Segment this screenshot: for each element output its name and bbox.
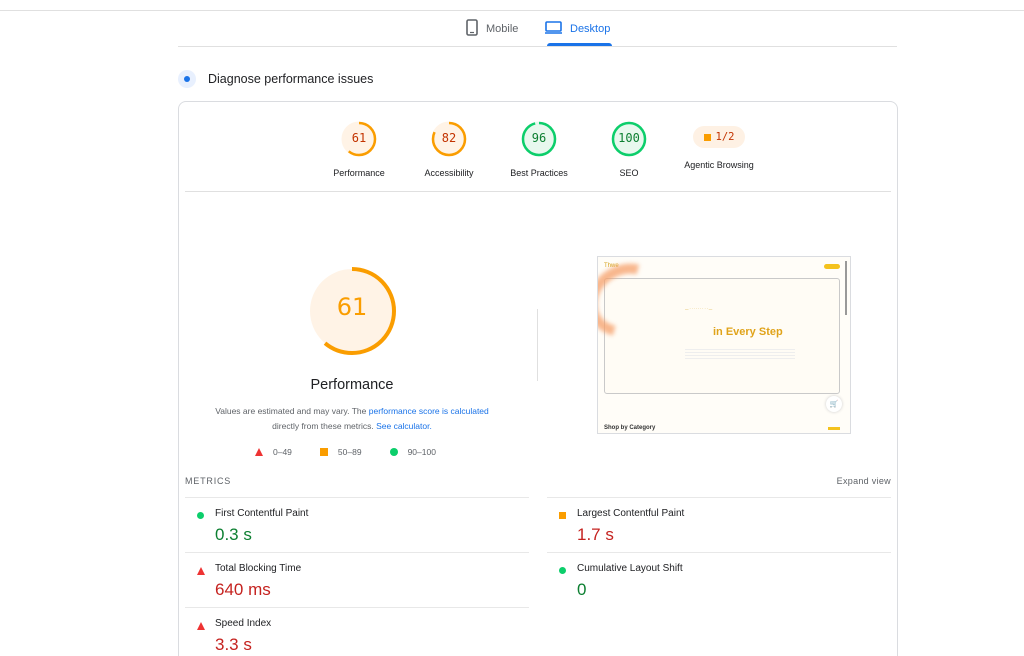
smartphone-icon xyxy=(466,18,478,39)
average-square-icon xyxy=(703,133,711,141)
legend-pass: 90–100 xyxy=(389,447,436,457)
gauge-performance-label: Performance xyxy=(333,168,385,178)
performance-big-score: 61 xyxy=(336,293,368,321)
gauge-best-practices-score: 96 xyxy=(531,131,547,145)
performance-desc-text-2: directly from these metrics. xyxy=(272,421,377,431)
screenshot-brand: Thwe xyxy=(604,263,619,269)
gauge-accessibility-label: Accessibility xyxy=(424,168,474,178)
gauges-divider xyxy=(185,191,891,192)
see-calculator-link[interactable]: See calculator. xyxy=(376,421,432,431)
final-screenshot[interactable]: Thwe — · · · · · · · · · — in Every Step… xyxy=(597,256,851,434)
gauge-seo-ring xyxy=(611,121,647,157)
gauge-seo-label: SEO xyxy=(619,168,639,178)
diagnose-icon xyxy=(178,70,196,88)
legend-average: 50–89 xyxy=(319,447,362,457)
legend-average-range: 50–89 xyxy=(337,447,362,457)
section-header: Diagnose performance issues xyxy=(178,70,373,88)
screenshot-view-all xyxy=(828,427,840,430)
gauge-accessibility-ring xyxy=(431,121,467,157)
tab-mobile[interactable]: Mobile xyxy=(466,11,518,46)
performance-title: Performance xyxy=(310,377,394,393)
category-gauges: 61 Performance 82 Accessibility 96 Best … xyxy=(319,120,779,182)
fail-triangle-icon xyxy=(255,448,263,456)
gauge-best-practices-ring xyxy=(521,121,557,157)
device-tabs: Mobile Desktop xyxy=(178,11,897,47)
fail-triangle-icon xyxy=(197,567,205,575)
metric-value: 0 xyxy=(577,580,587,599)
metric-name: Speed Index xyxy=(215,618,272,629)
metric-cls: Cumulative Layout Shift 0 xyxy=(547,552,891,607)
screenshot-subtext xyxy=(685,349,795,359)
legend-fail-range: 0–49 xyxy=(273,447,292,457)
legend-fail: 0–49 xyxy=(255,447,292,457)
vertical-divider xyxy=(537,309,538,381)
gauge-agentic-browsing[interactable]: 1/2 Agentic Browsing xyxy=(674,120,764,170)
metric-value: 0.3 s xyxy=(215,525,252,544)
performance-desc-text: Values are estimated and may vary. The xyxy=(215,406,369,416)
metric-tbt: Total Blocking Time 640 ms xyxy=(185,552,529,607)
gauge-agentic-label: Agentic Browsing xyxy=(684,160,754,170)
metric-si: Speed Index 3.3 s xyxy=(185,607,529,656)
gauge-accessibility[interactable]: 82 Accessibility xyxy=(404,120,494,178)
top-divider xyxy=(0,10,1024,11)
legend-pass-range: 90–100 xyxy=(407,447,436,457)
gauge-performance-ring xyxy=(341,121,377,157)
screenshot-hero-kicker: — · · · · · · · · · — xyxy=(685,307,713,311)
metric-value: 640 ms xyxy=(215,580,271,599)
performance-description: Values are estimated and may vary. The p… xyxy=(212,404,492,434)
metric-name: Total Blocking Time xyxy=(215,563,302,574)
expand-view-button[interactable]: Expand view xyxy=(836,476,891,486)
active-tab-indicator xyxy=(547,43,613,46)
performance-big-gauge: 61 xyxy=(307,266,397,356)
gauge-accessibility-score: 82 xyxy=(441,131,457,145)
pass-circle-icon xyxy=(389,448,398,456)
pass-circle-icon xyxy=(559,567,566,574)
cart-icon: 🛒 xyxy=(826,396,842,412)
metric-name: Cumulative Layout Shift xyxy=(577,563,683,574)
metric-fcp: First Contentful Paint 0.3 s xyxy=(185,497,529,552)
desktop-icon xyxy=(545,20,562,37)
gauge-seo-score: 100 xyxy=(618,131,640,145)
metrics-title: METRICS xyxy=(185,476,232,486)
metric-name: Largest Contentful Paint xyxy=(577,508,685,519)
tab-mobile-label: Mobile xyxy=(486,22,519,35)
report-card: 61 Performance 82 Accessibility 96 Best … xyxy=(178,101,898,656)
average-square-icon xyxy=(559,512,566,519)
screenshot-category-heading: Shop by Category xyxy=(604,425,656,431)
section-title: Diagnose performance issues xyxy=(208,72,374,86)
gauge-seo[interactable]: 100 SEO xyxy=(584,120,674,178)
screenshot-hero: — · · · · · · · · · — in Every Step xyxy=(604,278,840,394)
gauge-performance[interactable]: 61 Performance xyxy=(314,120,404,178)
metric-value: 3.3 s xyxy=(215,635,252,654)
metric-lcp: Largest Contentful Paint 1.7 s xyxy=(547,497,891,552)
screenshot-headline: in Every Step xyxy=(713,326,783,338)
average-square-icon xyxy=(319,448,328,456)
pass-circle-icon xyxy=(197,512,204,519)
screenshot-header-chip xyxy=(824,264,840,269)
fail-triangle-icon xyxy=(197,622,205,630)
performance-big-gauge-ring xyxy=(308,267,396,355)
metric-value: 1.7 s xyxy=(577,525,614,544)
tab-desktop-label: Desktop xyxy=(570,22,611,35)
screenshot-scrollbar xyxy=(845,261,847,315)
tab-desktop[interactable]: Desktop xyxy=(545,11,613,46)
gauge-performance-score: 61 xyxy=(351,131,367,145)
agentic-score: 1/2 xyxy=(715,131,735,143)
performance-score-link[interactable]: performance score is calculated xyxy=(368,406,489,416)
metric-name: First Contentful Paint xyxy=(215,508,309,519)
score-legend: 0–49 50–89 90–100 xyxy=(255,447,436,457)
agentic-score-pill: 1/2 xyxy=(693,126,745,148)
gauge-best-practices[interactable]: 96 Best Practices xyxy=(494,120,584,178)
gauge-best-practices-label: Best Practices xyxy=(510,168,568,178)
